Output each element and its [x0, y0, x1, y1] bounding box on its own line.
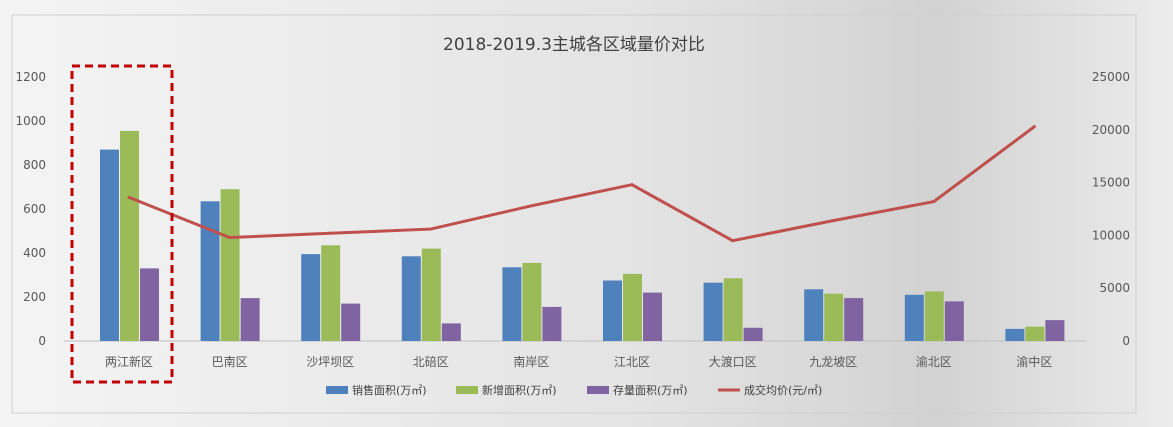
price-point [127, 195, 131, 199]
legend-label: 存量面积(万㎡) [613, 383, 688, 397]
chart-title: 2018-2019.3主城各区域量价对比 [443, 35, 705, 55]
price-point [228, 236, 232, 240]
bar-1 [1005, 328, 1025, 341]
y-left-tick-label: 200 [23, 290, 46, 304]
bar-2 [220, 189, 240, 341]
category-label: 北碚区 [413, 354, 449, 369]
bar-3 [844, 298, 864, 341]
category-label: 渝北区 [916, 354, 952, 369]
y-left-tick-label: 1200 [15, 70, 46, 84]
category-label: 大渡口区 [709, 354, 757, 369]
y-left-tick-label: 600 [23, 202, 46, 216]
category-label: 江北区 [614, 355, 650, 369]
y-left-tick-label: 800 [23, 158, 46, 172]
bar-3 [441, 323, 461, 341]
price-point [529, 204, 533, 208]
category-label: 巴南区 [212, 354, 248, 369]
bar-3 [944, 301, 964, 341]
price-point [831, 219, 835, 223]
bar-2 [421, 248, 441, 341]
category-label: 渝中区 [1016, 354, 1052, 369]
bar-3 [542, 306, 562, 341]
bars-group [100, 130, 1065, 341]
bar-3 [341, 303, 361, 341]
y-right-tick-label: 5000 [1099, 281, 1130, 295]
y-right-tick-label: 15000 [1092, 176, 1130, 190]
bar-3 [1045, 320, 1065, 341]
bar-1 [200, 201, 220, 341]
legend-label: 新增面积(万㎡) [482, 383, 557, 397]
category-label: 两江新区 [105, 354, 153, 369]
bar-3 [643, 292, 662, 341]
bar-2 [924, 291, 944, 341]
bar-1 [100, 149, 119, 341]
bar-1 [804, 289, 824, 341]
bar-2 [321, 245, 341, 341]
y-left-tick-label: 1000 [15, 114, 46, 128]
legend-label: 成交均价(元/㎡) [744, 383, 822, 397]
category-labels-group: 两江新区 巴南区 沙坪坝区 北碚区 南岸区 江北区 大渡口区 九龙坡区 渝北区 渝中区 [105, 354, 1052, 369]
legend: 销售面积(万㎡) 新增面积(万㎡) 存量面积(万㎡) 成交均价(元/㎡) [326, 383, 822, 397]
legend-swatch [456, 386, 478, 394]
legend-swatch [326, 386, 348, 394]
bar-2 [522, 262, 542, 341]
bar-1 [502, 267, 522, 341]
y-left-tick-label: 0 [38, 334, 46, 348]
price-point [630, 183, 634, 187]
legend-swatch [587, 386, 609, 394]
price-point [932, 200, 936, 204]
bar-1 [603, 280, 622, 341]
bar-2 [723, 278, 743, 341]
bar-2 [120, 130, 139, 341]
bar-3 [743, 327, 763, 341]
bar-2 [824, 293, 844, 341]
price-line-group [127, 125, 1036, 243]
category-label: 九龙坡区 [809, 355, 857, 369]
price-line [128, 125, 1036, 243]
y-right-tick-label: 25000 [1092, 70, 1130, 84]
y-right-tick-label: 0 [1122, 334, 1130, 348]
bar-2 [1025, 326, 1045, 341]
bar-1 [301, 254, 321, 341]
category-label: 沙坪坝区 [306, 355, 354, 369]
y-left-tick-label: 400 [23, 246, 46, 260]
price-point [328, 231, 332, 235]
price-point [1032, 125, 1036, 129]
y-right-tick-label: 10000 [1092, 228, 1130, 242]
bar-3 [240, 298, 260, 341]
bar-1 [401, 256, 421, 341]
price-point [429, 227, 433, 231]
bar-2 [623, 273, 642, 341]
legend-label: 销售面积(万㎡) [352, 383, 427, 397]
bar-1 [904, 294, 924, 341]
chart-frame [11, 14, 1137, 414]
bar-1 [703, 282, 723, 341]
bar-3 [140, 268, 159, 341]
y-right-tick-label: 20000 [1092, 123, 1130, 137]
price-point [731, 239, 735, 243]
category-label: 南岸区 [513, 354, 549, 369]
